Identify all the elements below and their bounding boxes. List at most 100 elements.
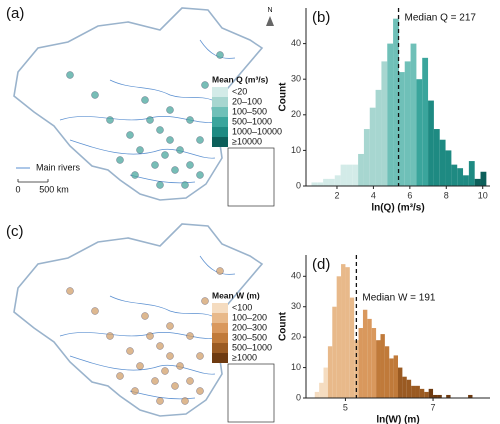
bar [406, 379, 412, 398]
legend-label: 20–100 [232, 96, 262, 106]
bar [445, 150, 452, 186]
legend-swatch [212, 137, 228, 147]
y-axis-label: Count [278, 82, 289, 112]
bar [327, 346, 333, 398]
bar [369, 107, 376, 186]
bar [352, 164, 359, 186]
bar [393, 355, 398, 398]
bar [402, 376, 407, 398]
bar [393, 18, 399, 187]
bar [415, 385, 420, 398]
bar [428, 100, 434, 186]
y-tick-label: 0 [296, 392, 301, 402]
annotation: Median Q = 217 [405, 13, 477, 24]
bar [328, 178, 335, 186]
bar [341, 264, 346, 398]
bar [411, 385, 416, 398]
bar [468, 161, 475, 186]
legend-title: Mean Q (m³/s) [212, 74, 268, 84]
scale-label: 0 [15, 184, 20, 194]
bar [340, 164, 347, 186]
legend-label: ≥1000 [232, 352, 257, 362]
x-tick-label: 10 [478, 190, 488, 200]
bar [451, 164, 458, 186]
bar [416, 79, 423, 186]
bar [398, 367, 403, 398]
y-tick-label: 10 [291, 362, 301, 372]
map-c [13, 223, 275, 423]
annotation: Median W = 191 [362, 293, 436, 304]
river-legend: Main rivers [36, 162, 81, 172]
bar [457, 168, 464, 186]
bar [375, 89, 382, 186]
legend-swatch [212, 117, 228, 127]
bar [419, 388, 425, 398]
bar [474, 178, 481, 186]
legend-swatch [212, 107, 228, 117]
legend-swatch [212, 303, 228, 313]
panel-label: (d) [312, 256, 330, 273]
legend-label: <100 [232, 302, 252, 312]
bar [349, 297, 355, 398]
bar [404, 61, 411, 186]
map-a [13, 7, 275, 207]
legend-label: 1000–10000 [232, 126, 282, 136]
legend-swatch [212, 323, 228, 333]
bar [428, 388, 434, 398]
panel-label: (c) [6, 223, 24, 240]
legend-swatch [212, 97, 228, 107]
bar [389, 358, 394, 398]
bar [345, 267, 350, 398]
x-tick-label: 6 [407, 190, 412, 200]
y-tick-label: 40 [291, 38, 301, 48]
legend-label: 100–500 [232, 106, 267, 116]
legend-label: 300–500 [232, 332, 267, 342]
bar [376, 340, 381, 398]
bar [410, 43, 417, 186]
legend-swatch [212, 333, 228, 343]
bar [468, 394, 473, 398]
legend-label: 500–1000 [232, 342, 272, 352]
legend-swatch [212, 87, 228, 97]
bar [358, 328, 363, 398]
bar [424, 391, 429, 398]
bar [358, 153, 364, 186]
bar [463, 175, 469, 186]
legend-label: <20 [232, 86, 247, 96]
bar [367, 318, 372, 398]
y-tick-label: 20 [291, 332, 301, 342]
bar [362, 309, 368, 398]
bar [480, 171, 487, 186]
bar [319, 382, 324, 398]
legend-title: Mean W (m) [212, 290, 260, 300]
bar [446, 394, 451, 398]
bar [437, 394, 442, 398]
x-tick-label: 2 [334, 190, 339, 200]
bar [334, 175, 341, 186]
y-tick-label: 10 [291, 145, 301, 155]
y-tick-label: 20 [291, 109, 301, 119]
north-label: N [267, 7, 272, 14]
bar [371, 328, 377, 398]
bar [422, 57, 429, 187]
bar [336, 276, 342, 398]
x-tick-label: 5 [343, 402, 348, 412]
bar [317, 182, 324, 186]
bar [332, 306, 337, 398]
bar [363, 129, 370, 186]
y-tick-label: 40 [291, 271, 301, 281]
x-tick-label: 4 [371, 190, 376, 200]
x-axis-label: ln(W) (m) [376, 415, 419, 424]
y-tick-label: 30 [291, 301, 301, 311]
x-tick-label: 7 [431, 402, 436, 412]
y-axis-label: Count [278, 311, 289, 341]
bar [439, 139, 446, 186]
legend-label: 100–200 [232, 312, 267, 322]
bar [323, 367, 328, 398]
panel-label: (b) [312, 9, 330, 26]
legend-swatch [212, 313, 228, 323]
bar [311, 182, 318, 186]
x-tick-label: 8 [444, 190, 449, 200]
bar [314, 391, 320, 398]
